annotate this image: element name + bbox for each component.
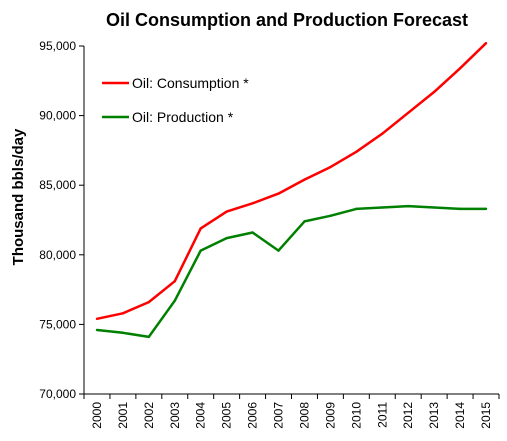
- series-lines: [95, 42, 488, 339]
- x-tick-label: 2015: [479, 402, 493, 429]
- data-point: [173, 280, 176, 283]
- y-tick-label: 85,000: [39, 178, 76, 192]
- data-point: [355, 207, 358, 211]
- data-point: [355, 150, 358, 153]
- data-point: [381, 206, 384, 209]
- data-point: [484, 42, 488, 45]
- data-point: [199, 227, 202, 230]
- data-point: [173, 299, 176, 302]
- data-point: [458, 67, 462, 70]
- x-tick-label: 2013: [427, 402, 441, 429]
- data-point: [199, 249, 202, 252]
- series-line-0: [96, 42, 487, 321]
- data-point: [277, 192, 280, 195]
- data-point: [458, 207, 462, 211]
- y-tick-label: 70,000: [39, 387, 76, 401]
- series-line-1: [96, 204, 486, 339]
- data-point: [147, 300, 151, 304]
- data-point: [277, 249, 280, 252]
- data-point: [329, 214, 332, 218]
- data-point: [95, 317, 99, 321]
- data-point: [381, 132, 384, 135]
- y-tick-label: 95,000: [39, 39, 76, 53]
- data-point: [303, 220, 306, 223]
- y-tick-label: 80,000: [39, 248, 76, 262]
- data-point: [484, 207, 488, 211]
- chart-title: Oil Consumption and Production Forecast: [106, 10, 468, 30]
- legend-label-1: Oil: Production *: [132, 109, 234, 125]
- x-tick-label: 2009: [323, 402, 337, 429]
- x-tick-label: 2007: [272, 402, 286, 429]
- x-tick-label: 2002: [142, 402, 156, 429]
- x-ticks: 2000 2001 2002 2003 2004 2005 2006 2007 2008 2009…: [83, 394, 500, 429]
- x-tick-label: 2006: [246, 402, 260, 429]
- data-point: [303, 178, 306, 181]
- data-point: [407, 111, 410, 115]
- x-tick-label: 2011: [375, 402, 389, 428]
- y-tick-label: 90,000: [39, 109, 76, 123]
- y-ticks: 70,000 75,000 80,000 85,000 90,000 95,000: [39, 39, 84, 401]
- data-point: [432, 90, 436, 94]
- x-tick-label: 2010: [349, 402, 363, 429]
- y-tick-label: 75,000: [39, 317, 76, 331]
- data-point: [121, 331, 125, 334]
- legend: Oil: Consumption * Oil: Production *: [102, 75, 249, 125]
- x-tick-label: 2000: [90, 402, 104, 429]
- x-tick-label: 2001: [116, 402, 130, 429]
- x-tick-label: 2014: [453, 402, 467, 429]
- y-axis-label: Thousand bbls/day: [10, 128, 27, 265]
- data-point: [225, 210, 228, 213]
- data-point: [121, 312, 125, 315]
- x-tick-label: 2012: [401, 402, 415, 429]
- data-point: [251, 231, 254, 234]
- data-point: [407, 204, 410, 208]
- data-point: [225, 236, 228, 240]
- data-point: [95, 328, 99, 332]
- legend-label-0: Oil: Consumption *: [132, 75, 249, 91]
- data-point: [251, 202, 254, 205]
- data-point: [432, 206, 436, 209]
- data-point: [329, 165, 332, 169]
- x-tick-label: 2004: [194, 402, 208, 429]
- data-point: [147, 335, 151, 339]
- x-tick-label: 2003: [168, 402, 182, 429]
- x-tick-label: 2005: [220, 402, 234, 429]
- x-tick-label: 2008: [297, 402, 311, 429]
